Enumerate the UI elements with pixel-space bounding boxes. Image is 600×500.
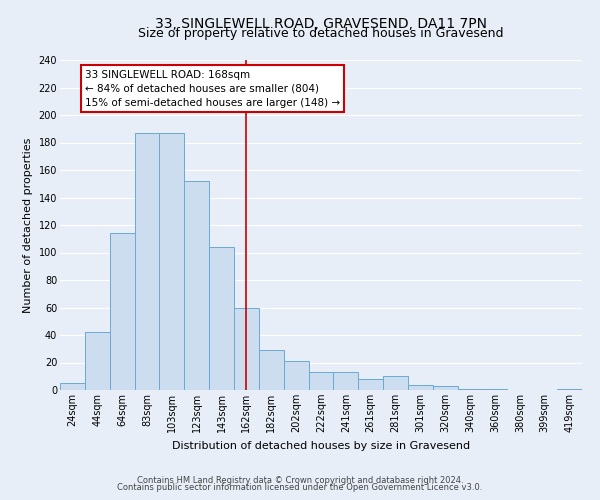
Bar: [184, 181, 209, 390]
Y-axis label: Number of detached properties: Number of detached properties: [23, 138, 33, 312]
Bar: [482, 388, 508, 390]
Bar: [85, 332, 110, 390]
Bar: [134, 133, 160, 390]
Text: Contains public sector information licensed under the Open Government Licence v3: Contains public sector information licen…: [118, 484, 482, 492]
Bar: [259, 350, 284, 390]
Bar: [358, 379, 383, 390]
Bar: [433, 386, 458, 390]
Text: 33, SINGLEWELL ROAD, GRAVESEND, DA11 7PN: 33, SINGLEWELL ROAD, GRAVESEND, DA11 7PN: [155, 18, 487, 32]
X-axis label: Distribution of detached houses by size in Gravesend: Distribution of detached houses by size …: [172, 440, 470, 450]
Text: Contains HM Land Registry data © Crown copyright and database right 2024.: Contains HM Land Registry data © Crown c…: [137, 476, 463, 485]
Bar: [334, 372, 358, 390]
Bar: [110, 233, 134, 390]
Text: 33 SINGLEWELL ROAD: 168sqm
← 84% of detached houses are smaller (804)
15% of sem: 33 SINGLEWELL ROAD: 168sqm ← 84% of deta…: [85, 70, 340, 108]
Text: Size of property relative to detached houses in Gravesend: Size of property relative to detached ho…: [138, 28, 504, 40]
Bar: [408, 384, 433, 390]
Bar: [160, 133, 184, 390]
Bar: [458, 388, 482, 390]
Bar: [383, 376, 408, 390]
Bar: [284, 361, 308, 390]
Bar: [308, 372, 334, 390]
Bar: [60, 383, 85, 390]
Bar: [557, 388, 582, 390]
Bar: [234, 308, 259, 390]
Bar: [209, 247, 234, 390]
